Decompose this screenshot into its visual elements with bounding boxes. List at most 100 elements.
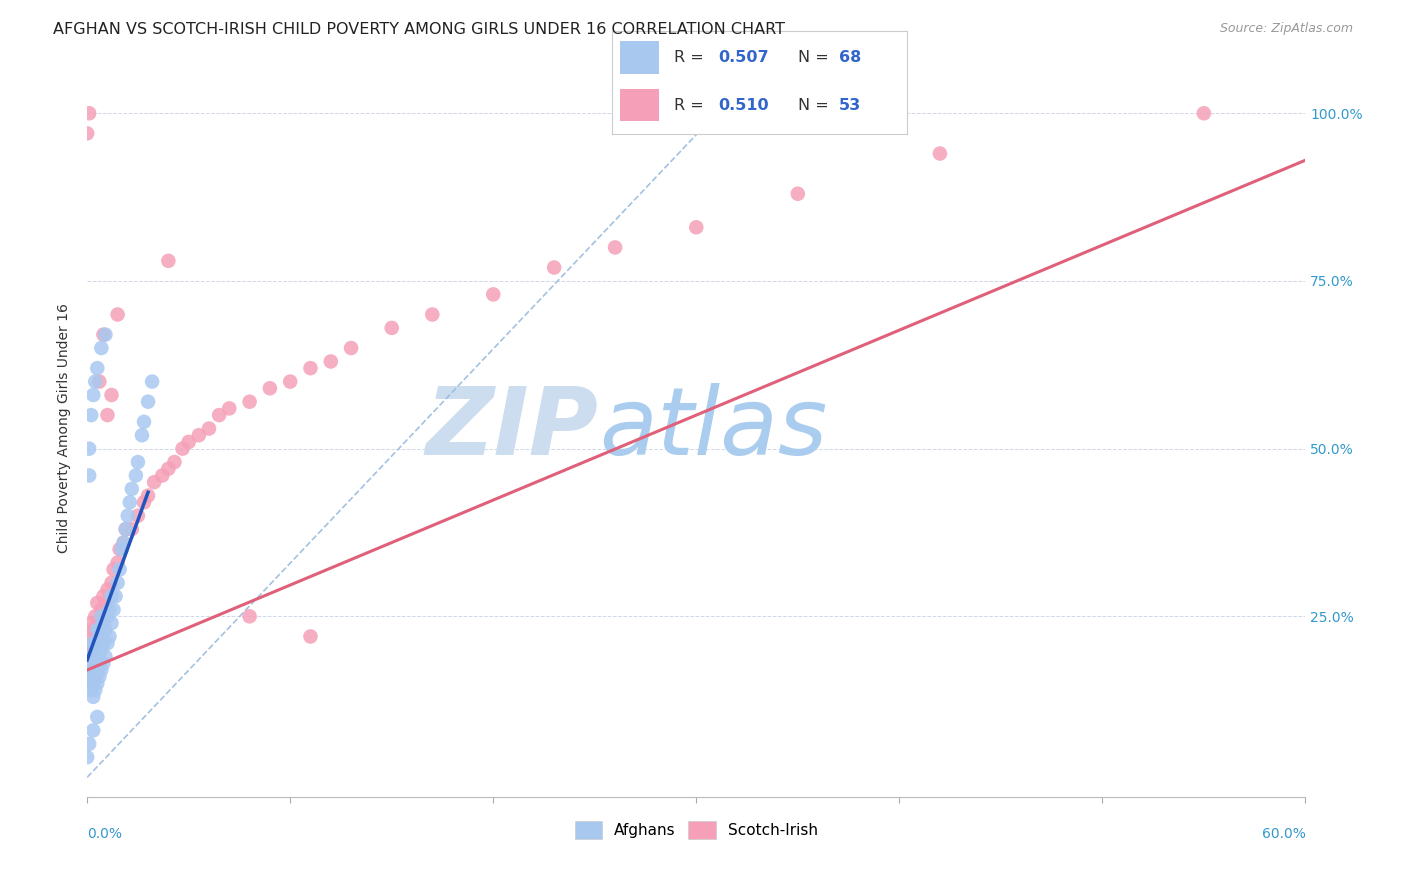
Point <box>131 428 153 442</box>
Point <box>86 630 108 644</box>
Point <box>80 683 103 698</box>
Point <box>94 649 117 664</box>
Text: 68: 68 <box>839 50 862 65</box>
Point <box>104 589 127 603</box>
Point <box>90 602 112 616</box>
Point <box>299 361 322 376</box>
Point <box>80 670 103 684</box>
Point <box>80 657 103 671</box>
Text: N =: N = <box>797 50 834 65</box>
Point <box>172 442 194 456</box>
Text: atlas: atlas <box>599 383 827 474</box>
Text: ZIP: ZIP <box>426 383 599 475</box>
Point <box>93 615 115 630</box>
Point <box>132 415 155 429</box>
Point <box>108 542 131 557</box>
Point <box>94 327 117 342</box>
Point <box>84 609 107 624</box>
Text: 0.0%: 0.0% <box>87 827 122 841</box>
Point <box>114 522 136 536</box>
Point <box>319 354 342 368</box>
Point <box>90 663 112 677</box>
Point <box>136 394 159 409</box>
Point <box>76 663 98 677</box>
Point <box>117 508 139 523</box>
Point <box>80 649 103 664</box>
Point <box>89 623 111 637</box>
Point <box>96 582 118 597</box>
Point <box>111 542 134 557</box>
Point <box>77 737 100 751</box>
Point <box>89 670 111 684</box>
Point <box>82 649 104 664</box>
Point <box>76 676 98 690</box>
Point <box>103 602 125 616</box>
Point <box>187 428 209 442</box>
Text: R =: R = <box>673 97 709 112</box>
Point <box>84 670 107 684</box>
Point <box>76 643 98 657</box>
Point <box>82 690 104 704</box>
Point <box>107 575 129 590</box>
Point <box>543 260 565 275</box>
Point <box>82 676 104 690</box>
Point <box>157 462 180 476</box>
Point <box>929 146 952 161</box>
Point <box>112 535 135 549</box>
Point <box>218 401 240 416</box>
Point <box>420 308 443 322</box>
Point <box>89 636 111 650</box>
Text: AFGHAN VS SCOTCH-IRISH CHILD POVERTY AMONG GIRLS UNDER 16 CORRELATION CHART: AFGHAN VS SCOTCH-IRISH CHILD POVERTY AMO… <box>53 22 786 37</box>
Point <box>86 710 108 724</box>
Point <box>86 676 108 690</box>
Point <box>77 657 100 671</box>
Point <box>125 468 148 483</box>
Point <box>82 643 104 657</box>
Point <box>82 663 104 677</box>
Text: R =: R = <box>673 50 709 65</box>
Point <box>108 562 131 576</box>
Point <box>96 636 118 650</box>
Point <box>127 455 149 469</box>
Legend: Afghans, Scotch-Irish: Afghans, Scotch-Irish <box>568 815 824 845</box>
Point <box>157 253 180 268</box>
Point <box>90 630 112 644</box>
Point <box>86 636 108 650</box>
Text: Source: ZipAtlas.com: Source: ZipAtlas.com <box>1219 22 1353 36</box>
Point <box>86 663 108 677</box>
Point <box>93 589 115 603</box>
Point <box>89 657 111 671</box>
Point <box>96 609 118 624</box>
Point <box>239 609 262 624</box>
Point <box>141 375 163 389</box>
Point <box>82 623 104 637</box>
Point <box>93 657 115 671</box>
Point <box>100 615 122 630</box>
Point <box>112 535 135 549</box>
Point <box>80 615 103 630</box>
Point <box>259 381 281 395</box>
Point <box>76 750 98 764</box>
Point <box>82 676 104 690</box>
Point <box>96 408 118 422</box>
Point <box>136 489 159 503</box>
Point <box>127 508 149 523</box>
Point <box>299 630 322 644</box>
Point <box>94 623 117 637</box>
Point <box>77 442 100 456</box>
Point <box>239 394 262 409</box>
Point <box>90 341 112 355</box>
Point <box>84 657 107 671</box>
Point <box>86 361 108 376</box>
Text: 53: 53 <box>839 97 862 112</box>
Point <box>603 240 626 254</box>
Point <box>89 375 111 389</box>
Point <box>84 636 107 650</box>
Point <box>86 596 108 610</box>
Bar <box>620 42 659 74</box>
Point <box>1192 106 1215 120</box>
Point <box>82 636 104 650</box>
Point <box>107 556 129 570</box>
Point <box>93 327 115 342</box>
Point <box>77 630 100 644</box>
